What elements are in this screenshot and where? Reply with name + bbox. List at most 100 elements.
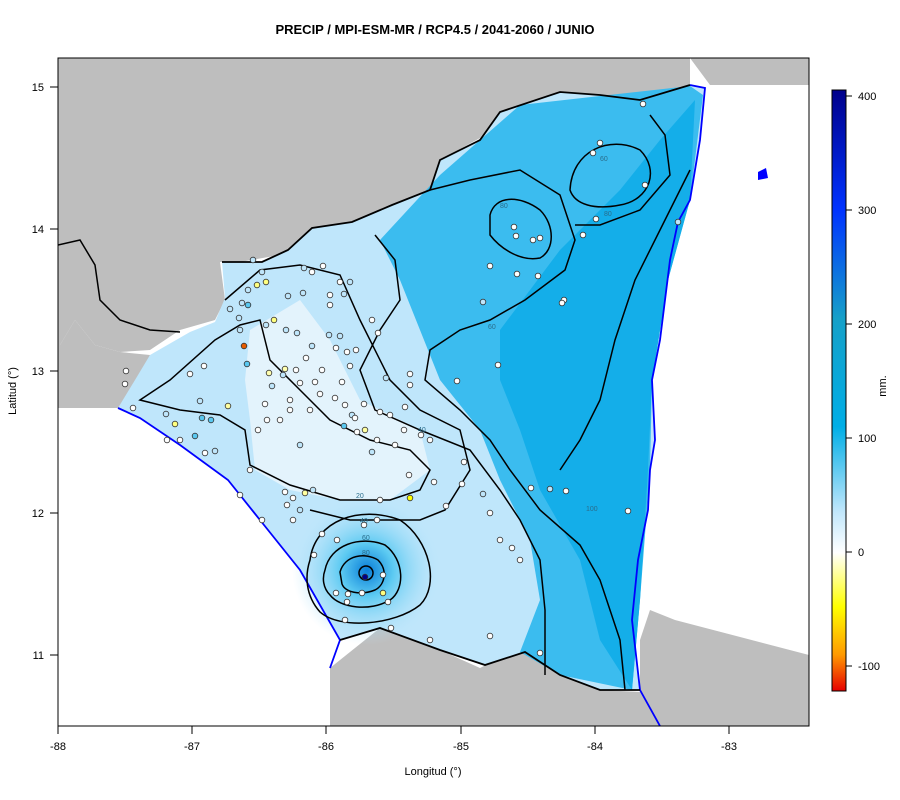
station-marker <box>400 426 408 434</box>
station-marker <box>373 516 381 524</box>
station-marker <box>486 262 494 270</box>
precip-hotspot <box>292 495 442 645</box>
station-marker <box>512 232 520 240</box>
station-marker <box>358 589 366 597</box>
y-axis <box>50 86 59 656</box>
station-marker <box>508 544 516 552</box>
station-marker <box>325 331 333 339</box>
station-marker <box>596 139 604 147</box>
station-marker <box>426 436 434 444</box>
contour-40-hot <box>306 513 432 624</box>
station-marker <box>406 494 414 502</box>
x-tick-label: -88 <box>50 741 66 753</box>
contour-60-center <box>424 169 626 691</box>
station-marker <box>387 624 395 632</box>
station-marker <box>426 636 434 644</box>
station-marker <box>343 348 351 356</box>
station-marker <box>319 262 327 270</box>
station-marker <box>536 649 544 657</box>
y-tick-label: 12 <box>32 508 44 520</box>
station-marker <box>343 598 351 606</box>
station-marker <box>263 416 271 424</box>
station-marker <box>326 291 334 299</box>
station-marker <box>562 487 570 495</box>
station-marker <box>121 380 129 388</box>
station-marker <box>129 404 137 412</box>
station-marker <box>360 521 368 529</box>
station-marker <box>310 551 318 559</box>
station-marker <box>368 448 376 456</box>
contour-label-40-west: 40 <box>418 427 426 434</box>
station-marker <box>254 426 262 434</box>
pacific-coastline <box>117 407 341 669</box>
contour-20 <box>138 319 431 501</box>
colorbar-tick-label: 400 <box>858 91 876 103</box>
station-marker <box>340 422 348 430</box>
station-marker <box>336 332 344 340</box>
station-marker <box>301 489 309 497</box>
station-marker <box>417 431 425 439</box>
station-marker <box>281 488 289 496</box>
x-tick-label: -84 <box>587 741 603 753</box>
contour-label-60-ne: 60 <box>600 156 608 163</box>
caribbean-cays <box>758 168 768 180</box>
nicaragua-coastline <box>631 84 706 726</box>
station-marker <box>579 231 587 239</box>
station-marker <box>207 416 215 424</box>
station-marker <box>270 316 278 324</box>
station-marker <box>534 272 542 280</box>
station-marker <box>516 556 524 564</box>
contour-label-60-center: 60 <box>488 324 496 331</box>
y-tick-label: 13 <box>32 366 44 378</box>
contour-100-east <box>559 169 691 471</box>
station-marker <box>243 360 251 368</box>
station-marker <box>384 598 392 606</box>
station-marker <box>240 342 248 350</box>
station-marker <box>308 268 316 276</box>
station-marker <box>253 281 261 289</box>
station-marker <box>236 326 244 334</box>
station-marker <box>300 264 308 272</box>
station-marker <box>460 458 468 466</box>
station-marker <box>391 441 399 449</box>
station-marker <box>332 589 340 597</box>
station-marker <box>281 365 289 373</box>
station-marker <box>430 478 438 486</box>
station-marker <box>353 428 361 436</box>
station-marker <box>341 616 349 624</box>
station-marker <box>368 316 376 324</box>
station-marker <box>376 496 384 504</box>
station-marker <box>674 218 682 226</box>
west-dry-core <box>245 300 430 500</box>
station-marker <box>238 299 246 307</box>
station-marker <box>401 403 409 411</box>
station-marker <box>284 292 292 300</box>
colorbar-ticks <box>846 95 852 667</box>
costa-rica-neighbor <box>330 628 660 726</box>
x-axis-label: Longitud (°) <box>404 766 462 778</box>
honduras-neighbor <box>58 58 690 352</box>
station-marker <box>265 369 273 377</box>
station-marker <box>244 301 252 309</box>
station-marker <box>308 342 316 350</box>
contour-label-80-north: 80 <box>500 203 508 210</box>
contour-label-group: 20 40 40 60 60 80 80 60 80 100 <box>356 156 612 557</box>
station-marker <box>289 494 297 502</box>
station-marker <box>326 301 334 309</box>
station-marker <box>336 278 344 286</box>
station-marker <box>191 432 199 440</box>
x-tick-label: -87 <box>184 741 200 753</box>
station-marker <box>276 416 284 424</box>
station-marker <box>302 354 310 362</box>
station-marker <box>122 367 130 375</box>
x-tick-label: -83 <box>721 741 737 753</box>
station-marker <box>346 362 354 370</box>
station-marker <box>344 590 352 598</box>
map-title: PRECIP / MPI-ESM-MR / RCP4.5 / 2041-2060… <box>275 22 595 37</box>
station-marker <box>382 374 390 382</box>
station-marker <box>283 501 291 509</box>
contour-label-100: 100 <box>586 506 598 513</box>
station-marker <box>529 236 537 244</box>
honduras-border <box>58 239 181 333</box>
